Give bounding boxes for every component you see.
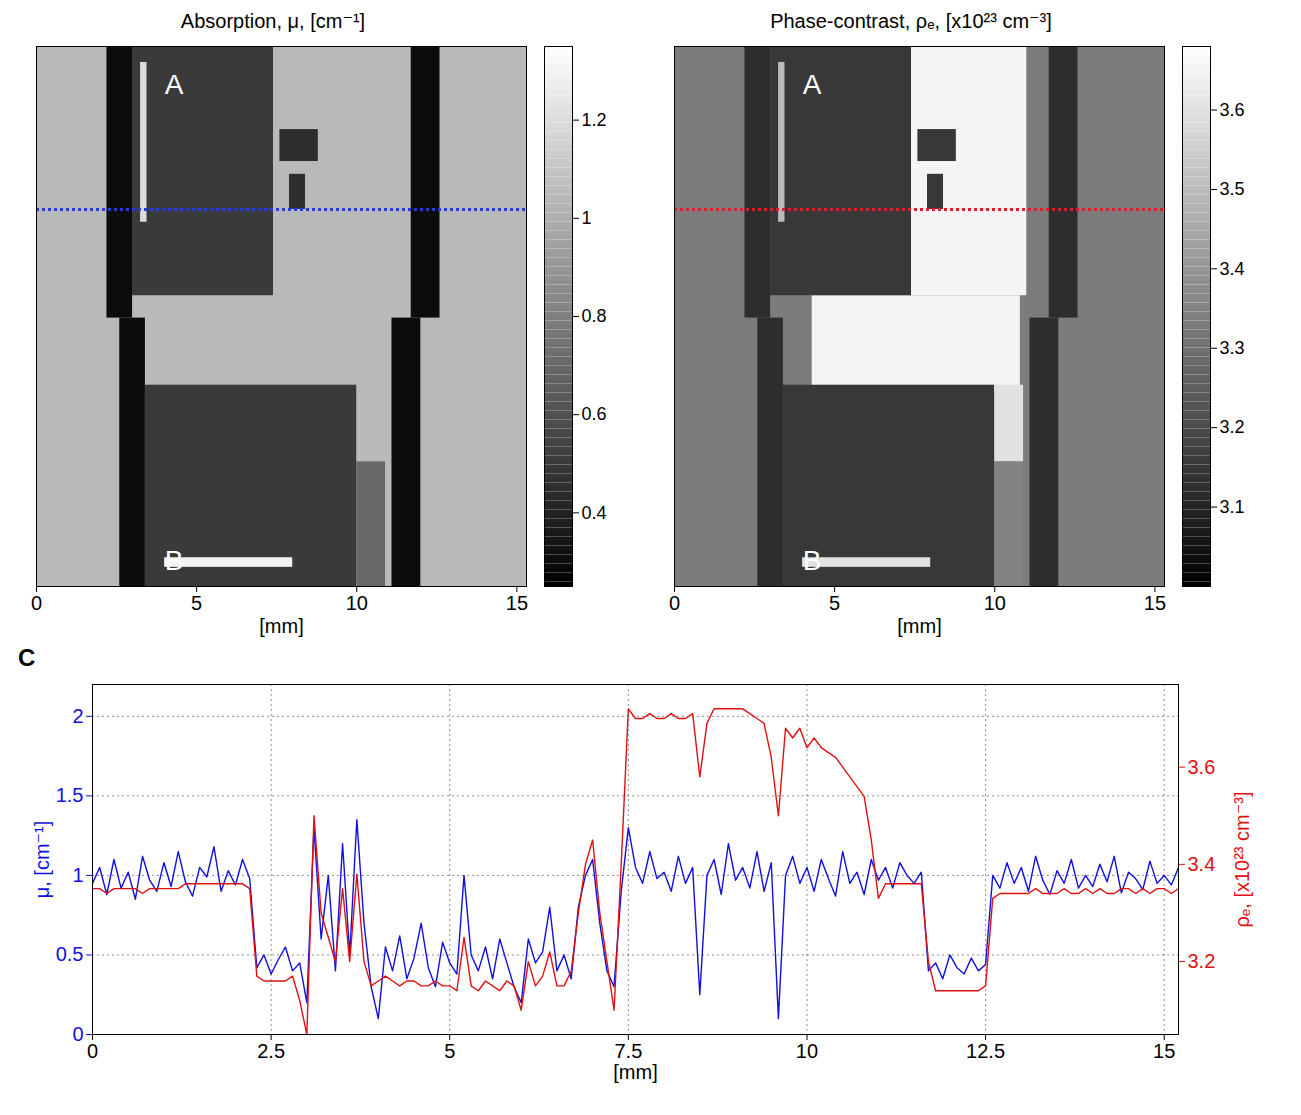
svg-text:2.5: 2.5	[257, 1040, 285, 1062]
svg-text:10: 10	[796, 1040, 818, 1062]
svg-text:10: 10	[346, 592, 368, 614]
svg-text:5: 5	[444, 1040, 455, 1062]
svg-text:B: B	[165, 545, 184, 576]
svg-text:7.5: 7.5	[614, 1040, 642, 1062]
svg-text:1.2: 1.2	[582, 110, 607, 130]
svg-text:3.2: 3.2	[1188, 950, 1216, 972]
svg-text:0.5: 0.5	[56, 943, 84, 965]
svg-text:0: 0	[31, 592, 42, 614]
svg-text:15: 15	[506, 592, 528, 614]
svg-text:0.8: 0.8	[582, 306, 607, 326]
svg-text:B: B	[803, 545, 822, 576]
svg-text:3.2: 3.2	[1220, 417, 1245, 437]
svg-text:[mm]: [mm]	[897, 615, 941, 637]
svg-text:0.6: 0.6	[582, 404, 607, 424]
svg-text:A: A	[803, 69, 822, 100]
svg-text:3.3: 3.3	[1220, 338, 1245, 358]
html-text:C: C	[18, 644, 36, 671]
svg-text:[mm]: [mm]	[613, 1061, 657, 1083]
html-text:Absorption, μ, [cm⁻¹]: Absorption, μ, [cm⁻¹]	[180, 10, 366, 32]
svg-text:[mm]: [mm]	[259, 615, 303, 637]
svg-text:1.5: 1.5	[56, 784, 84, 806]
svg-text:0.4: 0.4	[582, 503, 607, 523]
svg-text:3.6: 3.6	[1188, 756, 1216, 778]
svg-text:10: 10	[984, 592, 1006, 614]
svg-text:ρₑ, [x10²³ cm⁻³]: ρₑ, [x10²³ cm⁻³]	[1231, 791, 1253, 927]
svg-text:0: 0	[669, 592, 680, 614]
svg-text:5: 5	[191, 592, 202, 614]
svg-text:3.4: 3.4	[1188, 853, 1216, 875]
svg-text:15: 15	[1144, 592, 1166, 614]
svg-text:3.4: 3.4	[1220, 259, 1245, 279]
svg-text:3.5: 3.5	[1220, 179, 1245, 199]
svg-text:1: 1	[582, 208, 592, 228]
svg-text:15: 15	[1153, 1040, 1175, 1062]
svg-text:0: 0	[72, 1023, 83, 1045]
svg-text:A: A	[165, 69, 184, 100]
html-text:Phase-contrast, ρₑ, [x10²³ cm⁻: Phase-contrast, ρₑ, [x10²³ cm⁻³]	[770, 10, 1052, 32]
svg-text:3.1: 3.1	[1220, 497, 1245, 517]
svg-text:μ, [cm⁻¹]: μ, [cm⁻¹]	[31, 821, 53, 899]
svg-text:3.6: 3.6	[1220, 100, 1245, 120]
svg-text:12.5: 12.5	[966, 1040, 1005, 1062]
svg-text:1: 1	[72, 864, 83, 886]
svg-text:0: 0	[87, 1040, 98, 1062]
svg-text:5: 5	[829, 592, 840, 614]
svg-text:2: 2	[72, 705, 83, 727]
